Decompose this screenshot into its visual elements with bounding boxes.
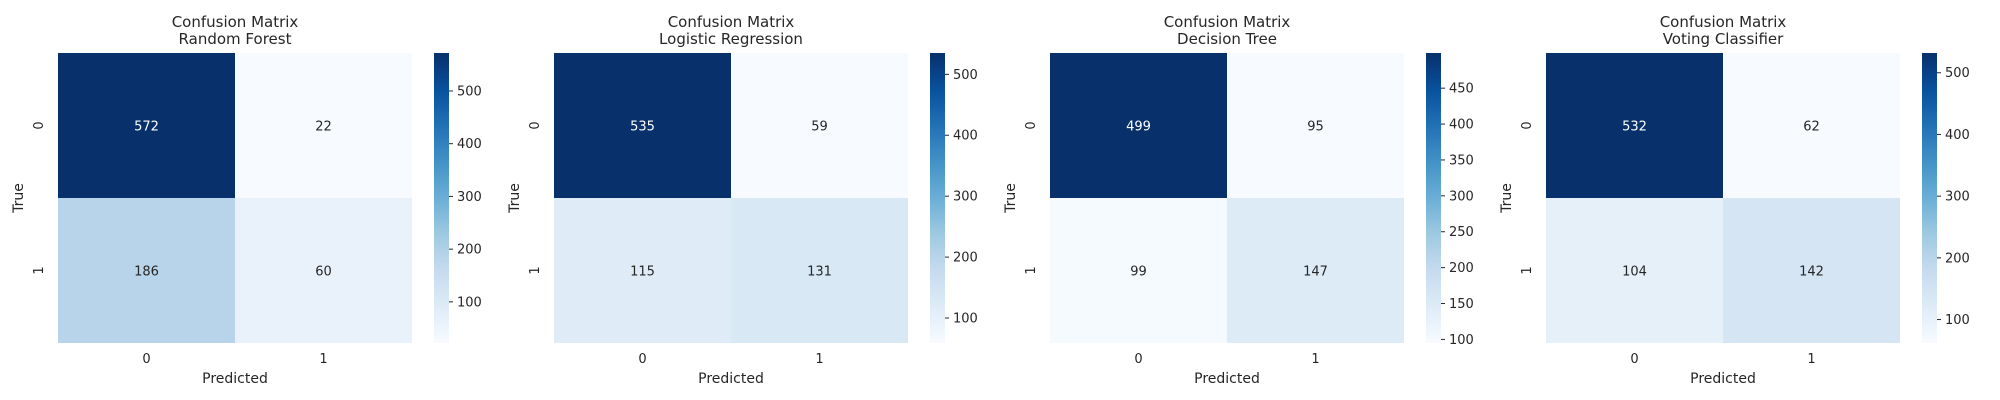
colorbar-tick-label: 300 xyxy=(1449,189,1474,204)
y-tick-label: 1 xyxy=(1520,266,1535,274)
heatmap-cell xyxy=(1546,53,1723,198)
y-tick-label: 1 xyxy=(528,266,543,274)
chart-title: Confusion Matrix xyxy=(668,13,795,31)
x-tick-label: 0 xyxy=(142,352,150,367)
colorbar-tick-label: 100 xyxy=(1449,333,1474,348)
cell-value-label: 499 xyxy=(1126,120,1151,135)
colorbar xyxy=(1426,53,1441,343)
colorbar-tick-label: 500 xyxy=(953,68,978,83)
heatmap-cell xyxy=(554,53,731,198)
chart-subtitle: Voting Classifier xyxy=(1663,30,1784,48)
colorbar-tick-label: 450 xyxy=(1449,82,1474,97)
heatmap-cell xyxy=(731,198,908,343)
colorbar-tick-label: 250 xyxy=(1449,225,1474,240)
colorbar-tick-label: 400 xyxy=(1945,128,1970,143)
colorbar-tick-label: 300 xyxy=(457,190,482,205)
cell-value-label: 115 xyxy=(630,265,655,280)
colorbar-tick-label: 300 xyxy=(953,190,978,205)
colorbar-tick-label: 300 xyxy=(1945,190,1970,205)
heatmap-cell xyxy=(235,53,412,198)
cell-value-label: 99 xyxy=(1130,265,1147,280)
y-axis-label: True xyxy=(1003,183,1019,214)
colorbar-tick-label: 400 xyxy=(953,129,978,144)
heatmap-cell xyxy=(58,198,235,343)
heatmap-cell xyxy=(1050,198,1227,343)
cell-value-label: 60 xyxy=(315,265,332,280)
heatmap-cell xyxy=(1227,53,1404,198)
chart-title: Confusion Matrix xyxy=(172,13,299,31)
colorbar-tick-label: 100 xyxy=(1945,313,1970,328)
y-tick-label: 0 xyxy=(528,121,543,129)
colorbar-tick-label: 500 xyxy=(457,84,482,99)
colorbar-tick-label: 350 xyxy=(1449,153,1474,168)
cell-value-label: 535 xyxy=(630,120,655,135)
cell-value-label: 104 xyxy=(1622,265,1647,280)
y-tick-label: 0 xyxy=(1520,121,1535,129)
x-axis-label: Predicted xyxy=(698,371,764,387)
cell-value-label: 22 xyxy=(315,120,332,135)
x-tick-label: 1 xyxy=(1311,352,1319,367)
x-tick-label: 1 xyxy=(319,352,327,367)
cell-value-label: 572 xyxy=(134,120,159,135)
cell-value-label: 142 xyxy=(1799,265,1824,280)
colorbar xyxy=(434,53,449,343)
heatmap-cell xyxy=(731,53,908,198)
colorbar xyxy=(1922,53,1937,343)
x-tick-label: 0 xyxy=(638,352,646,367)
chart-subtitle: Random Forest xyxy=(179,30,292,48)
x-tick-label: 1 xyxy=(1807,352,1815,367)
y-tick-label: 0 xyxy=(1024,121,1039,129)
y-axis-label: True xyxy=(507,183,523,214)
colorbar-tick-label: 200 xyxy=(457,243,482,258)
heatmap-cell xyxy=(554,198,731,343)
x-axis-label: Predicted xyxy=(202,371,268,387)
chart-title: Confusion Matrix xyxy=(1164,13,1291,31)
cell-value-label: 131 xyxy=(807,265,832,280)
colorbar-tick-label: 100 xyxy=(457,295,482,310)
colorbar-tick-label: 400 xyxy=(1449,118,1474,133)
y-tick-label: 1 xyxy=(32,266,47,274)
colorbar-tick-label: 150 xyxy=(1449,297,1474,312)
chart-subtitle: Logistic Regression xyxy=(659,30,803,48)
x-axis-label: Predicted xyxy=(1690,371,1756,387)
colorbar-tick-label: 100 xyxy=(953,312,978,327)
cell-value-label: 147 xyxy=(1303,265,1328,280)
colorbar-tick-label: 200 xyxy=(1449,261,1474,276)
x-tick-label: 0 xyxy=(1630,352,1638,367)
y-axis-label: True xyxy=(11,183,27,214)
chart-title: Confusion Matrix xyxy=(1660,13,1787,31)
heatmap-cell xyxy=(1723,53,1900,198)
colorbar-tick-label: 200 xyxy=(1945,251,1970,266)
heatmap-cell xyxy=(1227,198,1404,343)
colorbar-tick-label: 200 xyxy=(953,251,978,266)
cell-value-label: 95 xyxy=(1307,120,1324,135)
chart-subtitle: Decision Tree xyxy=(1177,30,1277,48)
y-axis-label: True xyxy=(1499,183,1515,214)
heatmap-cell xyxy=(1050,53,1227,198)
heatmap-cell xyxy=(58,53,235,198)
heatmap-cell xyxy=(1723,198,1900,343)
colorbar-tick-label: 500 xyxy=(1945,66,1970,81)
cell-value-label: 186 xyxy=(134,265,159,280)
y-tick-label: 1 xyxy=(1024,266,1039,274)
cell-value-label: 59 xyxy=(811,120,828,135)
heatmap-cell xyxy=(235,198,412,343)
colorbar xyxy=(930,53,945,343)
x-axis-label: Predicted xyxy=(1194,371,1260,387)
x-tick-label: 0 xyxy=(1134,352,1142,367)
cell-value-label: 62 xyxy=(1803,120,1820,135)
cell-value-label: 532 xyxy=(1622,120,1647,135)
heatmap-cell xyxy=(1546,198,1723,343)
x-tick-label: 1 xyxy=(815,352,823,367)
colorbar-tick-label: 400 xyxy=(457,137,482,152)
y-tick-label: 0 xyxy=(32,121,47,129)
